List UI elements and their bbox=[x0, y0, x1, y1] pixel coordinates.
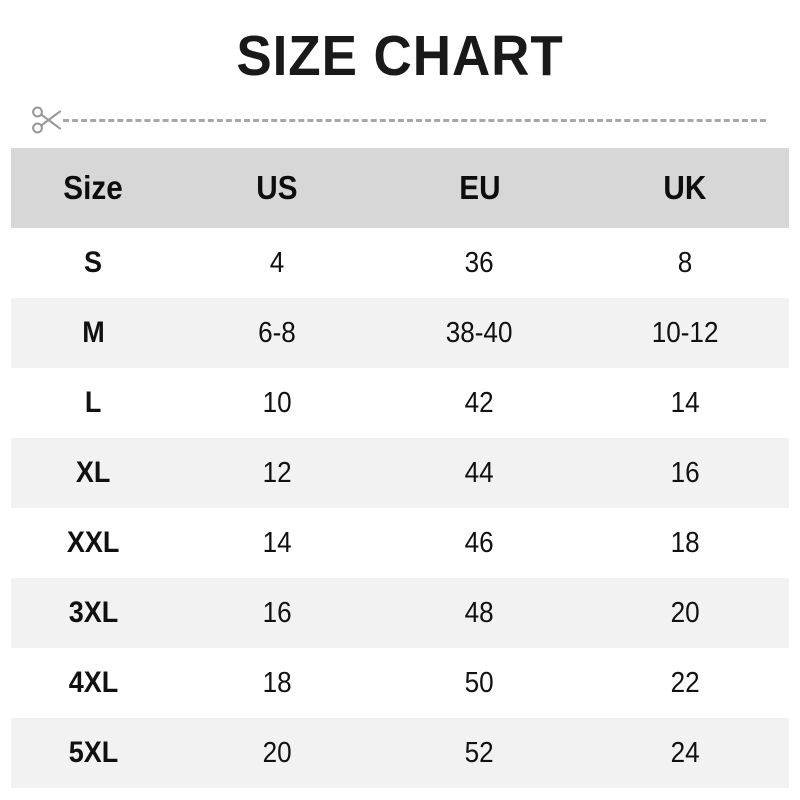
column-header-uk: UK bbox=[581, 148, 789, 228]
cut-dashed-line bbox=[63, 119, 766, 122]
cell-eu-text: 42 bbox=[464, 386, 495, 419]
table-row: XL 12 44 16 bbox=[11, 438, 789, 508]
table-row: 4XL 18 50 22 bbox=[11, 648, 789, 718]
cell-size: S bbox=[11, 228, 176, 298]
cell-size: 3XL bbox=[11, 578, 176, 648]
cell-eu-text: 44 bbox=[464, 456, 495, 489]
cell-us: 16 bbox=[176, 578, 378, 648]
table-row: 5XL 20 52 24 bbox=[11, 718, 789, 788]
column-header-size-label: Size bbox=[63, 169, 124, 206]
cell-size-text: S bbox=[84, 246, 103, 279]
cell-eu: 50 bbox=[378, 648, 581, 718]
table-header-row: Size US EU UK bbox=[11, 148, 789, 228]
column-header-us-label: US bbox=[256, 169, 298, 206]
cell-size-text: XL bbox=[76, 456, 111, 489]
cell-uk-text: 14 bbox=[670, 386, 700, 419]
cell-us-text: 10 bbox=[262, 386, 292, 419]
cell-size: XXL bbox=[11, 508, 176, 578]
cell-eu: 42 bbox=[378, 368, 581, 438]
cell-us: 10 bbox=[176, 368, 378, 438]
cell-us-text: 16 bbox=[262, 596, 292, 629]
cell-eu-text: 38-40 bbox=[446, 316, 513, 349]
cell-uk: 22 bbox=[581, 648, 789, 718]
cell-us-text: 18 bbox=[262, 666, 292, 699]
cell-uk: 20 bbox=[581, 578, 789, 648]
cell-us-text: 12 bbox=[262, 456, 292, 489]
cell-us: 18 bbox=[176, 648, 378, 718]
cell-uk: 18 bbox=[581, 508, 789, 578]
cell-uk-text: 24 bbox=[670, 736, 700, 769]
table-row: S 4 36 8 bbox=[11, 228, 789, 298]
cell-eu-text: 48 bbox=[464, 596, 495, 629]
cell-uk: 14 bbox=[581, 368, 789, 438]
cut-line bbox=[0, 101, 800, 139]
cell-eu: 38-40 bbox=[378, 298, 581, 368]
cell-eu: 52 bbox=[378, 718, 581, 788]
cell-us: 4 bbox=[176, 228, 378, 298]
table-row: L 10 42 14 bbox=[11, 368, 789, 438]
cell-us-text: 4 bbox=[269, 246, 285, 279]
cell-us-text: 6-8 bbox=[258, 316, 296, 349]
cell-uk: 24 bbox=[581, 718, 789, 788]
cell-eu: 46 bbox=[378, 508, 581, 578]
cell-uk-text: 20 bbox=[670, 596, 700, 629]
column-header-eu-label: EU bbox=[458, 169, 501, 206]
cell-size-text: 4XL bbox=[68, 666, 119, 699]
table-row: M 6-8 38-40 10-12 bbox=[11, 298, 789, 368]
cell-size: 5XL bbox=[11, 718, 176, 788]
cell-size: XL bbox=[11, 438, 176, 508]
size-chart-table: Size US EU UK S 4 36 8 M 6-8 38-40 10-12… bbox=[11, 148, 789, 788]
cell-eu-text: 36 bbox=[464, 246, 495, 279]
cell-eu: 44 bbox=[378, 438, 581, 508]
cell-size-text: XXL bbox=[67, 526, 120, 559]
cell-eu: 48 bbox=[378, 578, 581, 648]
cell-size-text: 5XL bbox=[68, 736, 119, 769]
cell-eu-text: 50 bbox=[464, 666, 495, 699]
cell-us: 6-8 bbox=[176, 298, 378, 368]
cell-eu-text: 46 bbox=[464, 526, 495, 559]
cell-uk: 8 bbox=[581, 228, 789, 298]
column-header-uk-label: UK bbox=[663, 169, 707, 206]
cell-uk-text: 16 bbox=[670, 456, 700, 489]
cell-us: 14 bbox=[176, 508, 378, 578]
cell-uk-text: 10-12 bbox=[651, 316, 719, 349]
cell-size-text: M bbox=[82, 316, 105, 349]
cell-uk-text: 22 bbox=[670, 666, 700, 699]
cell-eu-text: 52 bbox=[464, 736, 495, 769]
cell-size-text: 3XL bbox=[68, 596, 119, 629]
cell-size-text: L bbox=[85, 386, 102, 419]
cell-size: M bbox=[11, 298, 176, 368]
page-title: SIZE CHART bbox=[236, 24, 564, 88]
cell-us-text: 20 bbox=[262, 736, 292, 769]
cell-size: L bbox=[11, 368, 176, 438]
cell-us: 20 bbox=[176, 718, 378, 788]
column-header-size: Size bbox=[11, 148, 176, 228]
cell-uk-text: 18 bbox=[670, 526, 700, 559]
cell-size: 4XL bbox=[11, 648, 176, 718]
cell-us: 12 bbox=[176, 438, 378, 508]
scissors-icon bbox=[28, 101, 66, 139]
cell-uk-text: 8 bbox=[677, 246, 693, 279]
cell-eu: 36 bbox=[378, 228, 581, 298]
table-row: 3XL 16 48 20 bbox=[11, 578, 789, 648]
cell-uk: 10-12 bbox=[581, 298, 789, 368]
column-header-us: US bbox=[176, 148, 378, 228]
cell-us-text: 14 bbox=[262, 526, 292, 559]
table-row: XXL 14 46 18 bbox=[11, 508, 789, 578]
column-header-eu: EU bbox=[378, 148, 581, 228]
cell-uk: 16 bbox=[581, 438, 789, 508]
